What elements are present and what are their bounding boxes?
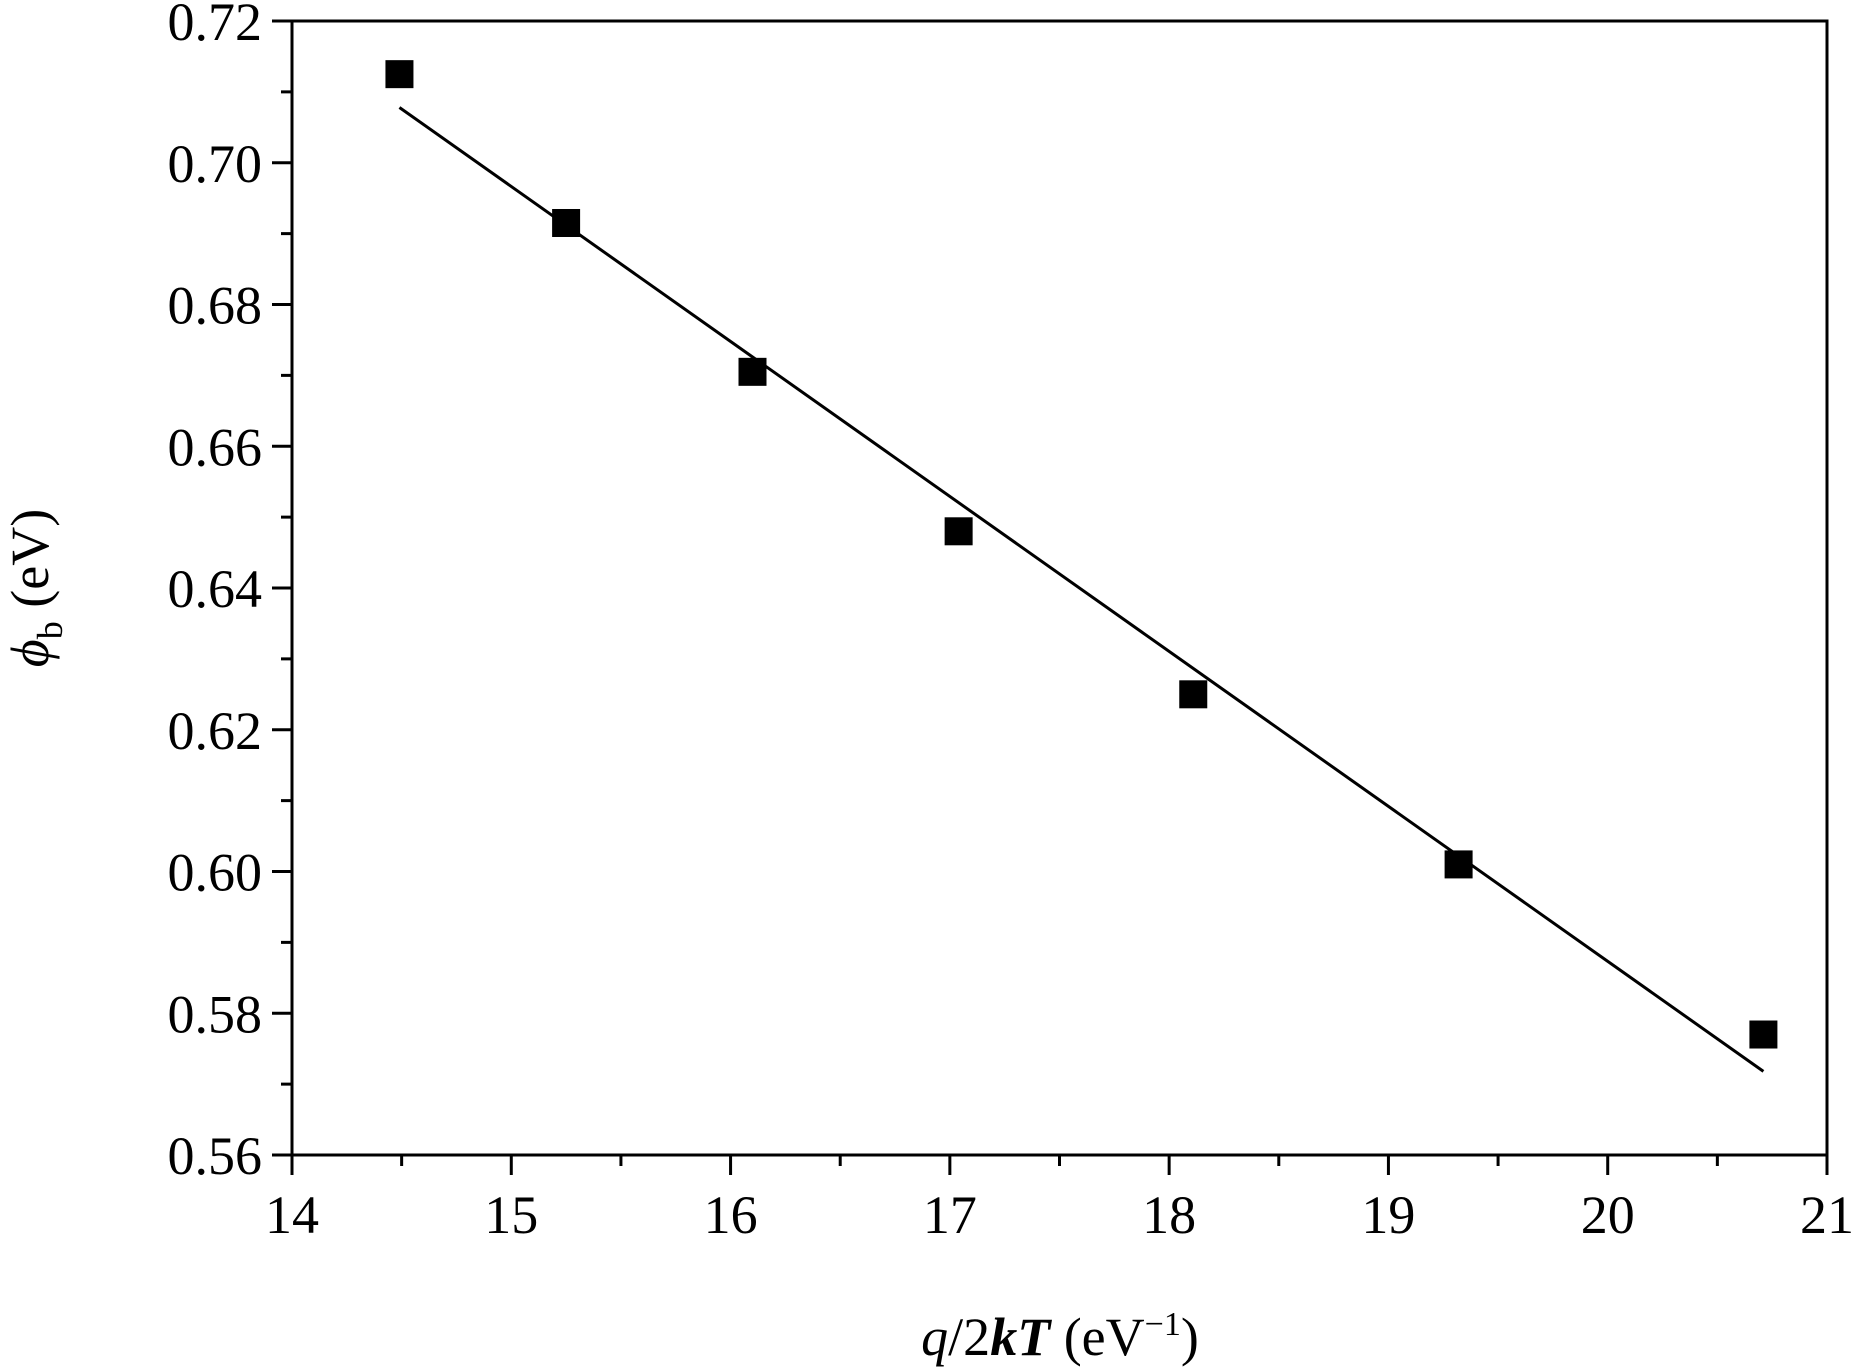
x-tick-label: 15	[484, 1185, 538, 1245]
y-tick-label: 0.60	[168, 843, 263, 903]
data-point	[552, 208, 581, 237]
data-point	[1749, 1020, 1778, 1049]
y-tick-label: 0.64	[168, 559, 263, 619]
x-tick-label: 20	[1581, 1185, 1635, 1245]
x-tick-label: 18	[1142, 1185, 1196, 1245]
data-point	[738, 357, 767, 386]
x-tick-label: 21	[1800, 1185, 1852, 1245]
y-tick-label: 0.68	[168, 276, 263, 336]
fit-line	[398, 106, 1765, 1073]
y-axis-tick-labels: 0.56 0.58 0.60 0.62 0.64 0.66 0.68 0.70 0.72	[168, 0, 263, 1186]
data-point	[1179, 680, 1208, 709]
x-tick-label: 14	[265, 1185, 319, 1245]
y-tick-label: 0.66	[168, 417, 263, 477]
x-tick-label: 16	[704, 1185, 758, 1245]
y-tick-label: 0.62	[168, 701, 263, 761]
data-point	[944, 517, 973, 546]
y-tick-label: 0.72	[168, 0, 263, 52]
data-point	[385, 60, 414, 89]
y-axis-ticks	[272, 19, 292, 1157]
y-tick-label: 0.58	[168, 984, 263, 1044]
y-axis-title: ϕb (eV)	[0, 509, 70, 667]
data-points	[385, 60, 1778, 1049]
x-axis-tick-labels: 14 15 16 17 18 19 20 21	[265, 1185, 1852, 1245]
y-tick-label: 0.56	[168, 1126, 263, 1186]
x-tick-label: 17	[923, 1185, 977, 1245]
data-point	[1444, 850, 1473, 879]
plot-frame	[290, 19, 1829, 1157]
x-tick-label: 19	[1361, 1185, 1415, 1245]
x-axis-title: q/2kT (eV−1)	[921, 1306, 1199, 1367]
y-tick-label: 0.70	[168, 134, 263, 194]
x-axis-ticks	[290, 1155, 1829, 1175]
